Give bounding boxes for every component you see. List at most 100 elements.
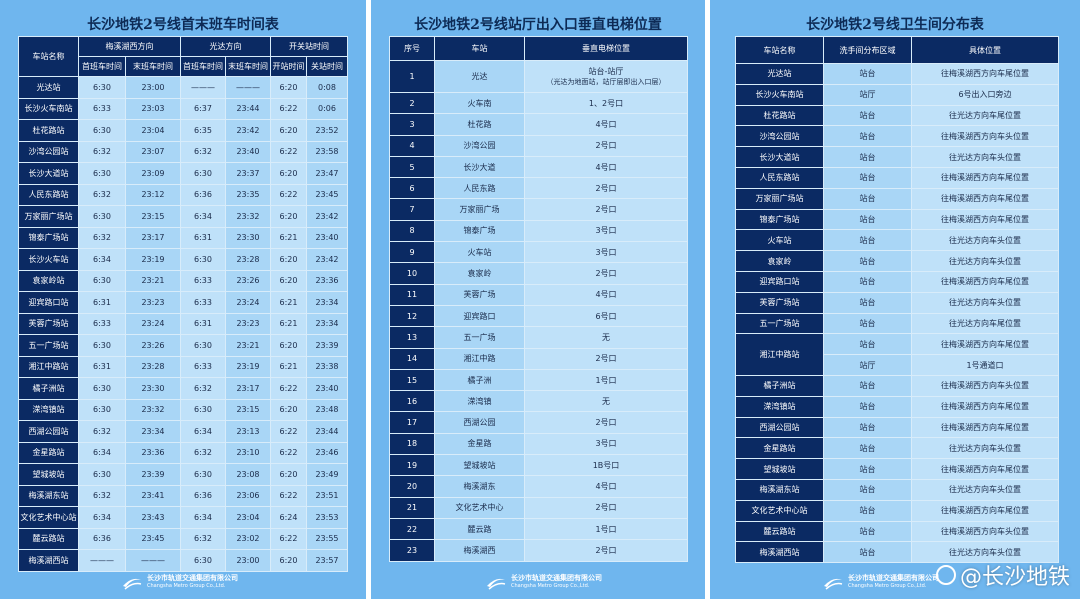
row-close: 23:49 [306, 463, 348, 486]
row-station: 溁湾镇 [434, 390, 525, 413]
table-row: 袁家岭 站台 往光达方向车头位置 [735, 250, 1059, 272]
row-dir1-first: 6:30 [78, 334, 126, 357]
table-row: 10 袁家岭 2号口 [389, 262, 688, 285]
table-row: 杜花路站 6:30 23:04 6:35 23:42 6:20 23:52 [18, 119, 348, 142]
row-no: 17 [389, 411, 435, 434]
table-row: 望城坡站 站台 往梅溪湖西方向车尾位置 [735, 458, 1059, 480]
row-dir2-first: 6:32 [180, 527, 226, 550]
table-row: 杜花路站 站台 往光达方向车尾位置 [735, 104, 1059, 127]
row-dir2-last: 23:00 [225, 549, 271, 572]
table-row: 4 沙湾公园 2号口 [389, 134, 688, 157]
row-no: 16 [389, 390, 435, 413]
table-row: 12 迎宾路口 6号口 [389, 304, 688, 328]
table-row: 湘江中路站 6:31 23:28 6:33 23:19 6:21 23:38 [18, 355, 348, 378]
row-open: 6:22 [270, 97, 307, 120]
row-dir2-first: 6:32 [180, 377, 226, 400]
col-dir1-header: 梅溪湖西方向 [78, 36, 181, 57]
table-row: 梅溪湖西站 ——— ——— 6:30 23:00 6:20 23:57 [18, 549, 348, 572]
row-dir1-last: 23:19 [125, 248, 181, 271]
table-row: 万家丽广场站 6:30 23:15 6:34 23:32 6:20 23:42 [18, 205, 348, 228]
row-dir1-last: 23:07 [125, 140, 181, 163]
table-row: 芙蓉广场站 站台 往光达方向车头位置 [735, 291, 1059, 314]
row-station: 文化艺术中心站 [18, 506, 79, 529]
table-row: 西湖公园站 站台 往梅溪湖西方向车尾位置 [735, 416, 1059, 439]
row-dir2-last: 23:15 [225, 398, 271, 421]
metro-logo-icon [824, 578, 843, 590]
row-station: 金星路站 [18, 441, 79, 464]
row-elevator: 4号口 [524, 475, 688, 498]
table-row: 文化艺术中心站 6:34 23:43 6:34 23:04 6:24 23:53 [18, 506, 348, 529]
row-dir1-first: 6:36 [78, 527, 126, 550]
row-dir2-first: 6:32 [180, 140, 226, 163]
table-row: 锦泰广场站 站台 往梅溪湖西方向车尾位置 [735, 208, 1059, 231]
row-station: 沙湾公园 [434, 134, 525, 157]
row-open: 6:22 [270, 527, 307, 550]
row-station: 湘江中路站 [18, 355, 79, 378]
row-open: 6:21 [270, 226, 307, 249]
row-no: 8 [389, 219, 435, 243]
table-row: 湘江中路站 站台 往梅溪湖西方向车尾位置 [735, 333, 1059, 376]
table-row: 橘子洲站 6:30 23:30 6:32 23:17 6:22 23:40 [18, 377, 348, 400]
row-dir2-last: 23:06 [225, 484, 271, 507]
row-area: 站台 [823, 541, 912, 564]
row-position: 6号出入口旁边 [911, 83, 1059, 106]
row-close: 23:42 [306, 248, 348, 271]
table-row: 16 溁湾镇无 [389, 390, 688, 413]
row-position: 往梅溪湖西方向车尾位置 [911, 187, 1059, 210]
table-row: 溁湾镇站 6:30 23:32 6:30 23:15 6:20 23:48 [18, 398, 348, 421]
row-close: 0:08 [306, 76, 348, 99]
row-elevator: 2号口 [524, 134, 688, 157]
row-station: 光达站 [735, 63, 824, 85]
table-row: 15 橘子洲 1号口 [389, 368, 688, 392]
row-close: 23:40 [306, 377, 348, 400]
row-dir2-first: 6:36 [180, 183, 226, 206]
row-station: 沙湾公园站 [735, 125, 824, 148]
row-dir1-first: 6:32 [78, 420, 126, 443]
row-dir1-last: 23:00 [125, 76, 181, 99]
col-station-header: 车站名称 [18, 36, 79, 77]
row-area: 站厅 [823, 83, 912, 106]
row-station: 梅溪湖东 [434, 475, 525, 498]
company-logo: 长沙市轨道交通集团有限公司 Changsha Metro Group Co.,Lt… [823, 571, 939, 593]
col-dir2-header: 光达方向 [180, 36, 271, 57]
table-row: 芙蓉广场站 6:33 23:24 6:31 23:23 6:21 23:34 [18, 312, 348, 335]
row-open: 6:20 [270, 269, 307, 292]
row-station: 梅溪湖东站 [735, 478, 824, 501]
table-row: 迎宾路口站 站台 往梅溪湖西方向车尾位置 [735, 270, 1059, 293]
row-close: 23:40 [306, 226, 348, 249]
row-dir2-first: 6:30 [180, 398, 226, 421]
restroom-title: 长沙地铁2号线卫生间分布表 [806, 17, 984, 33]
row-dir2-last: 23:17 [225, 377, 271, 400]
row-station: 杜花路站 [735, 104, 824, 127]
table-row: 18 金星路 3号口 [389, 432, 688, 456]
row-station: 五一广场站 [18, 334, 79, 357]
row-position: 往梅溪湖西方向车尾位置 [911, 458, 1059, 480]
row-open: 6:21 [270, 312, 307, 335]
table-row: 人民东路站 6:32 23:12 6:36 23:35 6:22 23:45 [18, 183, 348, 206]
table-row: 五一广场站 站台 往光达方向车尾位置 [735, 312, 1059, 335]
row-open: 6:20 [270, 463, 307, 486]
row-dir2-first: 6:30 [180, 463, 226, 486]
row-area: 站厅 [823, 354, 912, 376]
row-elevator: 无 [524, 326, 688, 349]
row-dir1-first: 6:30 [78, 76, 126, 99]
row-position: 往光达方向车头位置 [911, 291, 1059, 314]
row-station: 人民东路站 [735, 166, 824, 189]
col-first-train: 首班车时间 [78, 56, 126, 77]
row-elevator: 1号口 [524, 368, 688, 392]
row-open: 6:20 [270, 334, 307, 357]
row-elevator: 2号口 [524, 347, 688, 370]
row-station: 长沙火车站 [18, 248, 79, 271]
row-station: 金星路 [434, 432, 525, 456]
row-no: 2 [389, 91, 435, 115]
row-position: 往光达方向车尾位置 [911, 312, 1059, 335]
row-dir2-last: 23:40 [225, 140, 271, 163]
company-logo: 长沙市轨道交通集团有限公司 Changsha Metro Group Co.,Lt… [486, 571, 602, 593]
row-station: 橘子洲 [434, 368, 525, 392]
row-station: 五一广场站 [735, 312, 824, 335]
row-area: 站台 [823, 125, 912, 148]
row-dir2-last: 23:19 [225, 355, 271, 378]
row-elevator: 站台-站厅 （光达为地面站，站厅层即出入口层） [524, 60, 688, 93]
row-open: 6:22 [270, 484, 307, 507]
col-no-header: 序号 [389, 36, 435, 61]
